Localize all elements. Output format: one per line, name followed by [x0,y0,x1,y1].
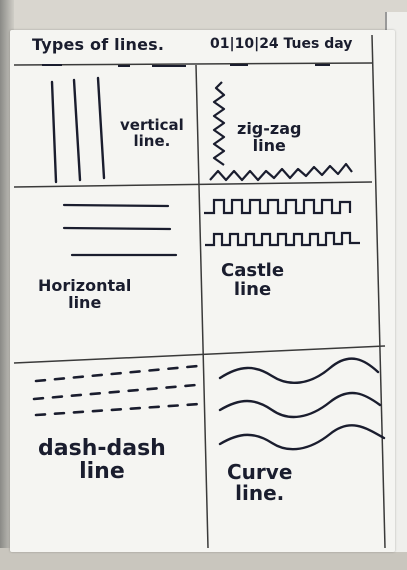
label-castle-line: Castle line [221,260,285,300]
grid-line-row-1 [13,181,373,188]
grid-line-right [371,34,386,549]
castle-lines [204,198,360,247]
curve-line [218,424,386,451]
label-curve-line: Curve line. [227,460,293,505]
curve-line [218,391,382,419]
vertical-line [50,80,58,184]
grid-line-row-2 [13,345,386,364]
page-title: Types of lines. [32,35,165,54]
castle-line-1 [204,198,352,215]
vertical-line [96,76,106,180]
zigzag-horizontal [209,162,353,182]
notebook-page [10,30,395,552]
table-surface [0,548,407,570]
date-label: 01|10|24 Tues day [210,36,353,52]
dash-line [34,402,202,417]
dash-lines [32,364,202,417]
dash-line [32,383,198,401]
grid [13,34,386,549]
label-horizontal-line: Horizontal line [38,276,132,312]
curve-line [218,357,380,384]
vertical-line [72,78,82,182]
horizontal-line [62,203,170,208]
castle-line-2 [205,231,360,247]
label-zigzag-line: zig-zag line [237,119,302,155]
curve-lines [218,357,386,451]
dash-line [34,364,200,383]
horizontal-line [62,226,172,231]
horizontal-lines [62,203,178,257]
label-vertical-line: vertical line. [120,116,184,150]
label-dash-line: dash-dash line [38,436,166,485]
zigzag-lines [209,81,353,182]
grid-line-center [195,64,209,549]
zigzag-vertical [212,81,226,166]
title-underlines [42,64,330,67]
grid-line-top [13,62,373,66]
vertical-lines [50,76,106,184]
